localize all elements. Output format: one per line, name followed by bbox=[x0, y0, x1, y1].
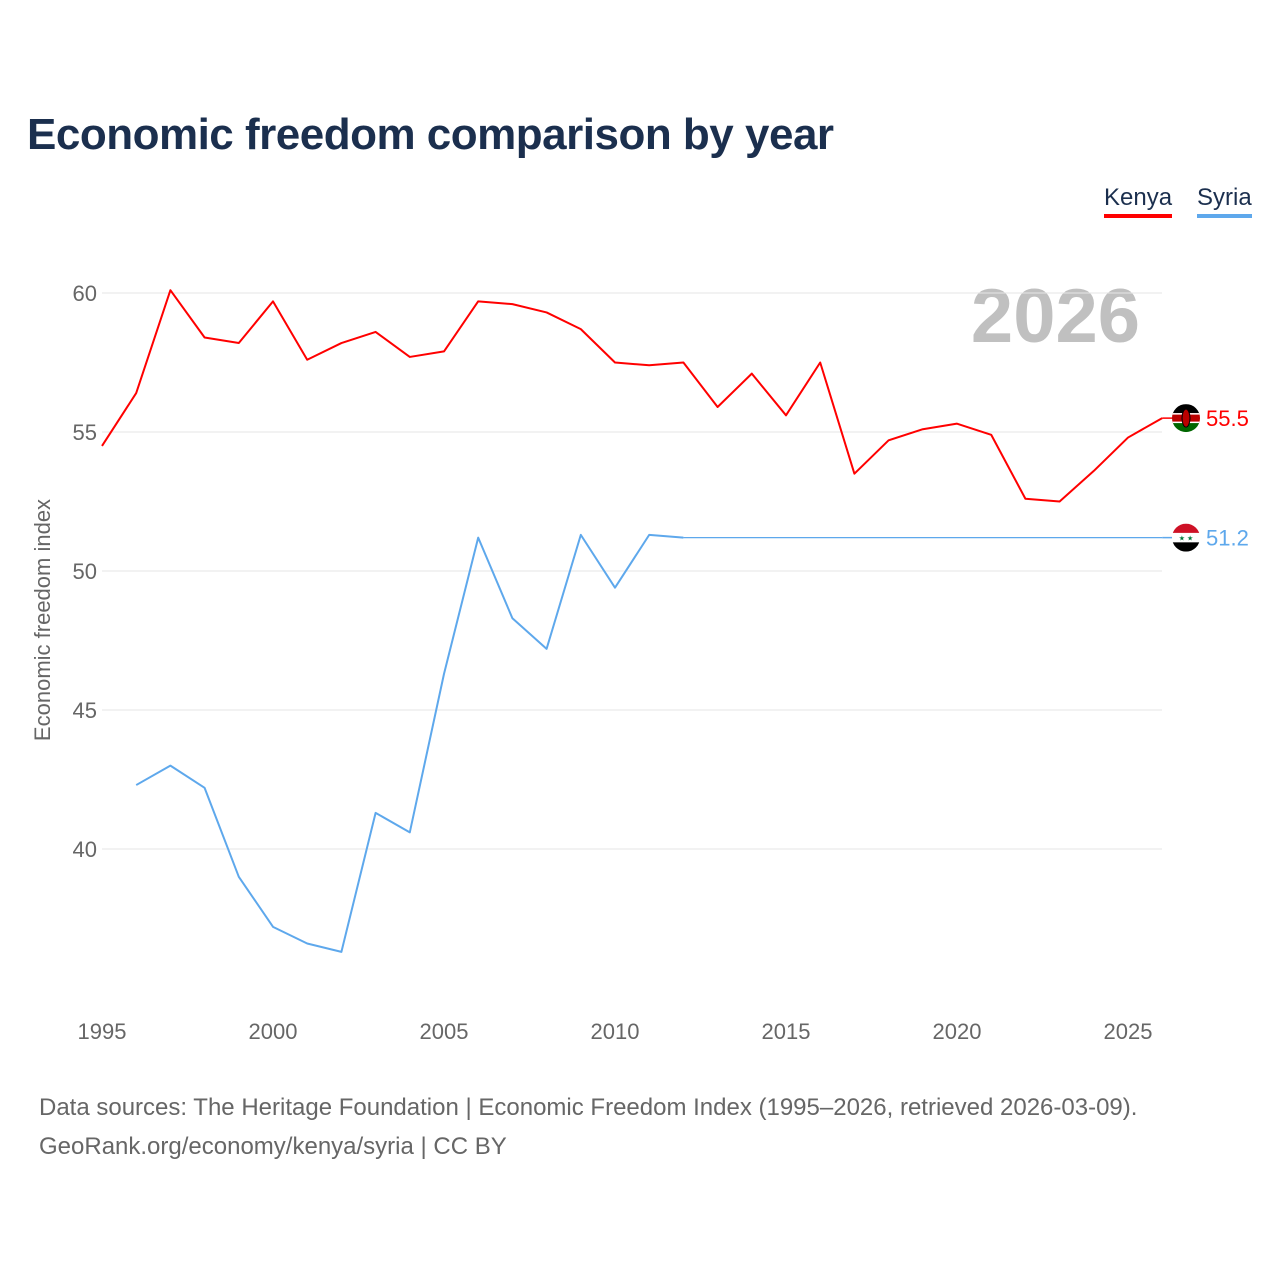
series-line-kenya bbox=[101, 289, 1163, 503]
source-line: Data sources: The Heritage Foundation | … bbox=[39, 1094, 1138, 1121]
x-tick-label: 2010 bbox=[591, 1019, 640, 1044]
x-tick-label: 1995 bbox=[78, 1019, 127, 1044]
svg-text:★ ★: ★ ★ bbox=[1179, 535, 1194, 543]
y-tick-label: 60 bbox=[73, 281, 97, 306]
x-tick-label: 2000 bbox=[249, 1019, 298, 1044]
y-tick-label: 50 bbox=[73, 559, 97, 584]
end-value-label-syria: 51.2 bbox=[1206, 526, 1249, 551]
x-tick-label: 2020 bbox=[933, 1019, 982, 1044]
y-tick-label: 55 bbox=[73, 420, 97, 445]
line-chart: 2026 40 45 50 55 60 1995 2000 2005 2010 2015 2020 20… bbox=[30, 274, 1249, 1044]
syria-flag-icon: ★ ★ bbox=[1172, 523, 1200, 552]
x-tick-label: 2005 bbox=[420, 1019, 469, 1044]
series-line-syria bbox=[135, 533, 684, 953]
kenya-flag-icon bbox=[1172, 404, 1200, 433]
x-tick-label: 2025 bbox=[1104, 1019, 1153, 1044]
legend-syria[interactable]: Syria bbox=[1197, 184, 1252, 218]
end-value-label-kenya: 55.5 bbox=[1206, 406, 1249, 431]
footer: Data sources: The Heritage Foundation | … bbox=[39, 1088, 1137, 1166]
chart-title: Economic freedom comparison by year bbox=[27, 110, 834, 159]
x-tick-label: 2015 bbox=[762, 1019, 811, 1044]
y-tick-label: 45 bbox=[73, 698, 97, 723]
year-watermark: 2026 bbox=[971, 274, 1140, 359]
legend-kenya[interactable]: Kenya bbox=[1104, 184, 1173, 218]
y-axis-label: Economic freedom index bbox=[30, 499, 55, 741]
attribution-line[interactable]: GeoRank.org/economy/kenya/syria | CC BY bbox=[39, 1133, 507, 1160]
y-tick-label: 40 bbox=[73, 837, 97, 862]
